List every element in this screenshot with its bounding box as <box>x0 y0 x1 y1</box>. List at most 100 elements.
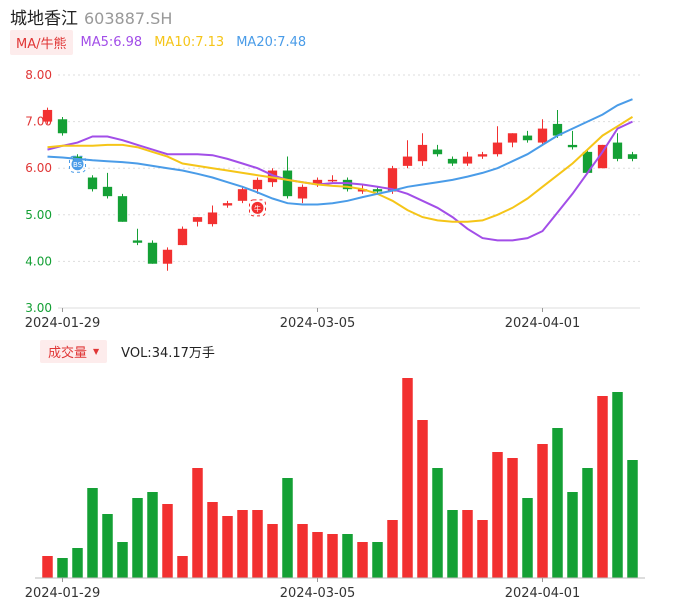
volume-value: VOL:34.17万手 <box>121 345 215 361</box>
volume-bar <box>252 510 263 578</box>
candle-body <box>252 179 263 190</box>
caret-down-icon: ▼ <box>93 346 100 356</box>
volume-x-tick-label: 2024-03-05 <box>280 586 356 601</box>
volume-bar <box>267 524 278 578</box>
y-tick-label: 6.00 <box>25 161 52 175</box>
volume-bar <box>597 396 608 578</box>
volume-bar <box>57 558 68 578</box>
candle-body <box>192 217 203 222</box>
signal-marker-label: 牛 <box>254 204 261 213</box>
candle-body <box>492 142 503 155</box>
stock-code: 603887.SH <box>84 9 173 28</box>
candle-body <box>162 249 173 264</box>
volume-bar <box>402 378 413 578</box>
candle-body <box>417 144 428 162</box>
candle-body <box>312 179 323 185</box>
volume-bar <box>417 420 428 578</box>
volume-bar <box>432 468 443 578</box>
volume-bar <box>492 452 503 578</box>
candle-body <box>57 119 68 134</box>
stock-header: 城地香江 603887.SH <box>10 4 173 29</box>
volume-bar <box>387 520 398 578</box>
candle-body <box>567 144 578 148</box>
volume-bar <box>207 502 218 578</box>
volume-bar <box>117 542 128 578</box>
signal-marker-icon <box>251 201 264 214</box>
candle-body <box>342 179 353 190</box>
candle-body <box>612 142 623 159</box>
volume-bar <box>612 392 623 578</box>
candle-body <box>237 189 248 201</box>
volume-bar <box>447 510 458 578</box>
ma-indicator-selector[interactable]: MA/牛熊 <box>10 29 73 55</box>
volume-bar <box>147 492 158 578</box>
y-tick-label: 8.00 <box>25 68 52 82</box>
volume-bar <box>582 468 593 578</box>
y-tick-label: 3.00 <box>25 301 52 315</box>
volume-bar <box>477 520 488 578</box>
ma5-line <box>47 120 633 242</box>
volume-bar <box>372 542 383 578</box>
candle-body <box>357 189 368 192</box>
candle-body <box>177 228 188 246</box>
volume-bar <box>342 534 353 578</box>
candle-body <box>402 156 413 166</box>
candle-body <box>372 189 383 192</box>
volume-bar <box>507 458 518 578</box>
volume-indicator-selector[interactable]: 成交量 ▼ <box>40 339 108 363</box>
candle-body <box>582 151 593 173</box>
volume-bar <box>357 542 368 578</box>
volume-legend: 成交量 ▼ VOL:34.17万手 <box>40 339 215 363</box>
candle-body <box>477 154 488 157</box>
candle-body <box>42 109 53 122</box>
volume-x-tick-label: 2024-01-29 <box>25 586 101 601</box>
candle-body <box>552 123 563 136</box>
volume-bar <box>42 556 53 578</box>
candle-body <box>447 158 458 164</box>
signal-marker-icon <box>71 158 84 171</box>
candle-body <box>387 168 398 192</box>
volume-bar <box>627 460 638 578</box>
candle-body <box>507 133 518 143</box>
volume-bar <box>132 498 143 578</box>
ma10-legend: MA10:7.13 <box>154 34 225 50</box>
candle-body <box>297 186 308 199</box>
candle-body <box>282 170 293 197</box>
ma10-line <box>47 116 634 223</box>
stock-name: 城地香江 <box>10 9 78 29</box>
y-tick-label: 5.00 <box>25 208 52 222</box>
signal-marker-frame <box>249 199 266 217</box>
volume-bar <box>282 478 293 578</box>
volume-bar <box>72 548 83 578</box>
candle-body <box>102 186 113 197</box>
x-tick-label: 2024-04-01 <box>505 316 581 331</box>
ma5-legend: MA5:6.98 <box>80 34 143 50</box>
volume-tag-label: 成交量 <box>48 345 88 361</box>
volume-bar <box>537 444 548 578</box>
candle-body <box>117 196 128 222</box>
volume-bar <box>87 488 98 578</box>
candle-body <box>327 179 338 182</box>
ma20-line <box>47 98 633 206</box>
candle-body <box>132 240 143 243</box>
volume-bar <box>312 532 323 578</box>
signal-marker-label: BS <box>73 161 83 169</box>
volume-bar <box>237 510 248 578</box>
y-tick-label: 4.00 <box>25 254 52 268</box>
volume-bar <box>567 492 578 578</box>
signal-marker-frame <box>69 155 86 173</box>
x-tick-label: 2024-01-29 <box>25 316 101 331</box>
candle-body <box>87 177 98 190</box>
candle-body <box>597 144 608 169</box>
volume-bar <box>102 514 113 578</box>
candle-body <box>537 128 548 143</box>
volume-bar <box>327 534 338 578</box>
candle-body <box>522 135 533 141</box>
volume-bar <box>297 524 308 578</box>
volume-x-tick-label: 2024-04-01 <box>505 586 581 601</box>
volume-bar <box>522 498 533 578</box>
candle-body <box>207 212 218 225</box>
x-tick-label: 2024-03-05 <box>280 316 356 331</box>
volume-bar <box>552 428 563 578</box>
